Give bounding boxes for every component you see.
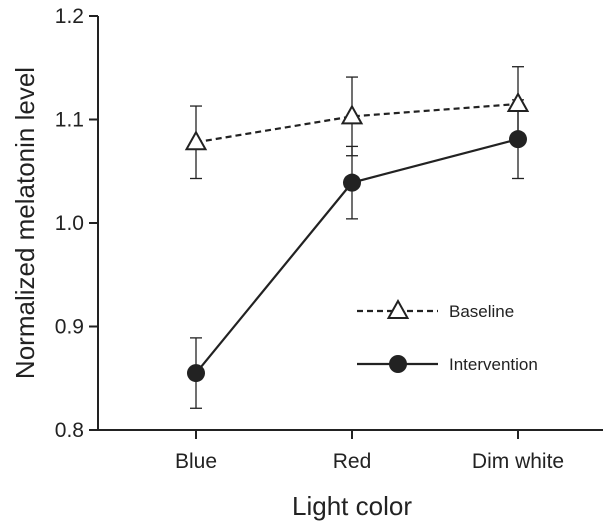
data-point-circle bbox=[509, 130, 527, 149]
data-point-triangle bbox=[184, 130, 208, 151]
x-tick-label: Blue bbox=[175, 450, 217, 473]
data-point-triangle bbox=[506, 91, 530, 112]
series-line-baseline bbox=[195, 102, 519, 144]
axes: 0.8 0.9 1.0 1.1 1.2 Blue Red Dim white Light col… bbox=[10, 5, 603, 521]
y-tick-label: 0.8 bbox=[55, 419, 84, 442]
y-tick-label: 1.0 bbox=[55, 212, 84, 235]
y-axis-title: Normalized melatonin level bbox=[10, 67, 40, 379]
y-tick-label: 1.2 bbox=[55, 5, 84, 28]
legend-label: Intervention bbox=[449, 355, 538, 374]
legend-marker-circle bbox=[389, 355, 407, 373]
data-point-circle bbox=[187, 364, 205, 383]
data-point-triangle bbox=[340, 104, 364, 125]
x-tick-label: Red bbox=[333, 450, 372, 473]
y-tick-label: 0.9 bbox=[55, 316, 84, 339]
legend: Baseline Intervention bbox=[357, 298, 538, 374]
series-lines bbox=[195, 102, 519, 374]
legend-marker-triangle bbox=[386, 298, 410, 319]
x-axis-title: Light color bbox=[292, 491, 412, 521]
data-markers bbox=[184, 91, 530, 383]
legend-label: Baseline bbox=[449, 302, 514, 321]
y-tick-label: 1.1 bbox=[55, 109, 84, 132]
data-point-circle bbox=[343, 173, 361, 192]
x-tick-label: Dim white bbox=[472, 450, 564, 473]
series-line-intervention bbox=[195, 138, 519, 374]
